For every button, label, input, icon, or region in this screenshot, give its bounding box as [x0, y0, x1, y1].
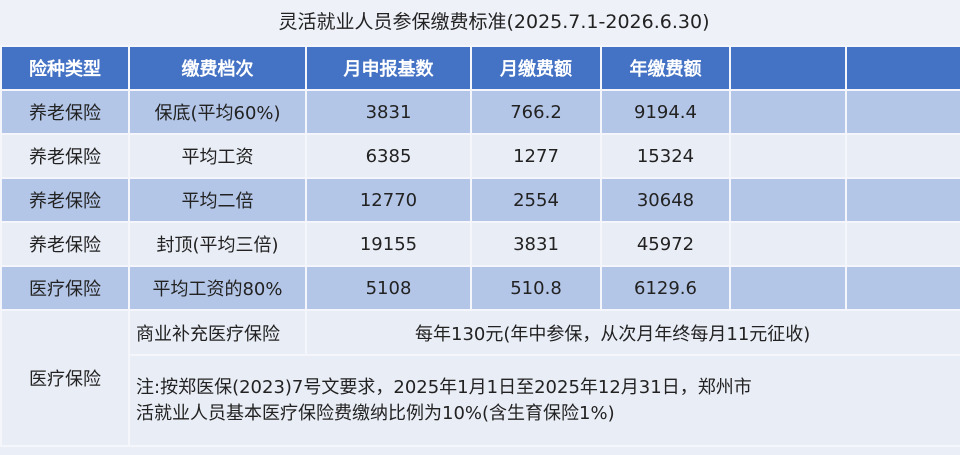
header-tier: 缴费档次 — [128, 45, 307, 91]
header-empty-2 — [845, 45, 960, 91]
cell-empty — [729, 177, 847, 223]
table-row: 养老保险 平均二倍 12770 2554 30648 — [0, 177, 960, 223]
cell-annual: 6129.6 — [600, 265, 731, 311]
cell-tier: 平均工资 — [128, 133, 307, 179]
table-row: 养老保险 平均工资 6385 1277 15324 — [0, 133, 960, 179]
cell-base: 6385 — [305, 133, 472, 179]
page-title: 灵活就业人员参保缴费标准(2025.7.1-2026.6.30) — [0, 0, 960, 45]
cell-tier: 封顶(平均三倍) — [128, 221, 307, 267]
cell-type: 养老保险 — [0, 133, 130, 179]
cell-monthly: 3831 — [470, 221, 602, 267]
note-line-1: 注:按郑医保(2023)7号文要求，2025年1月1日至2025年12月31日，… — [136, 376, 752, 398]
header-insurance-type: 险种类型 — [0, 45, 130, 91]
cell-base: 19155 — [305, 221, 472, 267]
cell-empty — [729, 221, 847, 267]
medical-note: 注:按郑医保(2023)7号文要求，2025年1月1日至2025年12月31日，… — [128, 354, 960, 447]
table-row: 养老保险 封顶(平均三倍) 19155 3831 45972 — [0, 221, 960, 267]
table-row: 医疗保险 平均工资的80% 5108 510.8 6129.6 — [0, 265, 960, 311]
table-row: 养老保险 保底(平均60%) 3831 766.2 9194.4 — [0, 89, 960, 135]
supplement-label: 商业补充医疗保险 — [128, 308, 307, 357]
cell-tier: 保底(平均60%) — [128, 89, 307, 135]
medical-type-cell: 医疗保险 — [0, 309, 130, 447]
cell-tier: 平均工资的80% — [128, 265, 307, 311]
medical-note-row: 注:按郑医保(2023)7号文要求，2025年1月1日至2025年12月31日，… — [1, 354, 960, 447]
cell-type: 养老保险 — [0, 89, 130, 135]
supplement-value: 每年130元(年中参保，从次月年终每月11元征收) — [305, 308, 960, 357]
cell-empty — [845, 177, 960, 223]
cell-type: 医疗保险 — [0, 265, 130, 311]
title-text: 灵活就业人员参保缴费标准(2025.7.1-2026.6.30) — [278, 11, 710, 33]
header-monthly-base: 月申报基数 — [305, 45, 472, 91]
cell-empty — [729, 265, 847, 311]
cell-annual: 30648 — [600, 177, 731, 223]
cell-monthly: 766.2 — [470, 89, 602, 135]
medical-supplement-row: 医疗保险 商业补充医疗保险 每年130元(年中参保，从次月年终每月11元征收) — [0, 308, 960, 447]
cell-empty — [845, 265, 960, 311]
header-monthly-amount: 月缴费额 — [470, 45, 602, 91]
cell-type: 养老保险 — [0, 177, 130, 223]
cell-annual: 45972 — [600, 221, 731, 267]
cell-empty — [845, 89, 960, 135]
note-line-2: 活就业人员基本医疗保险费缴纳比例为10%(含生育保险1%) — [136, 402, 615, 424]
header-row: 险种类型 缴费档次 月申报基数 月缴费额 年缴费额 — [0, 45, 960, 91]
cell-type: 养老保险 — [0, 221, 130, 267]
cell-empty — [845, 133, 960, 179]
header-empty-1 — [729, 45, 847, 91]
cell-empty — [729, 133, 847, 179]
cell-base: 12770 — [305, 177, 472, 223]
contribution-table: 险种类型 缴费档次 月申报基数 月缴费额 年缴费额 养老保险 保底(平均60%)… — [0, 45, 960, 447]
cell-monthly: 2554 — [470, 177, 602, 223]
cell-empty — [729, 89, 847, 135]
cell-tier: 平均二倍 — [128, 177, 307, 223]
cell-monthly: 510.8 — [470, 265, 602, 311]
cell-empty — [845, 221, 960, 267]
cell-annual: 9194.4 — [600, 89, 731, 135]
cell-base: 3831 — [305, 89, 472, 135]
header-annual-amount: 年缴费额 — [600, 45, 731, 91]
cell-annual: 15324 — [600, 133, 731, 179]
cell-monthly: 1277 — [470, 133, 602, 179]
cell-base: 5108 — [305, 265, 472, 311]
